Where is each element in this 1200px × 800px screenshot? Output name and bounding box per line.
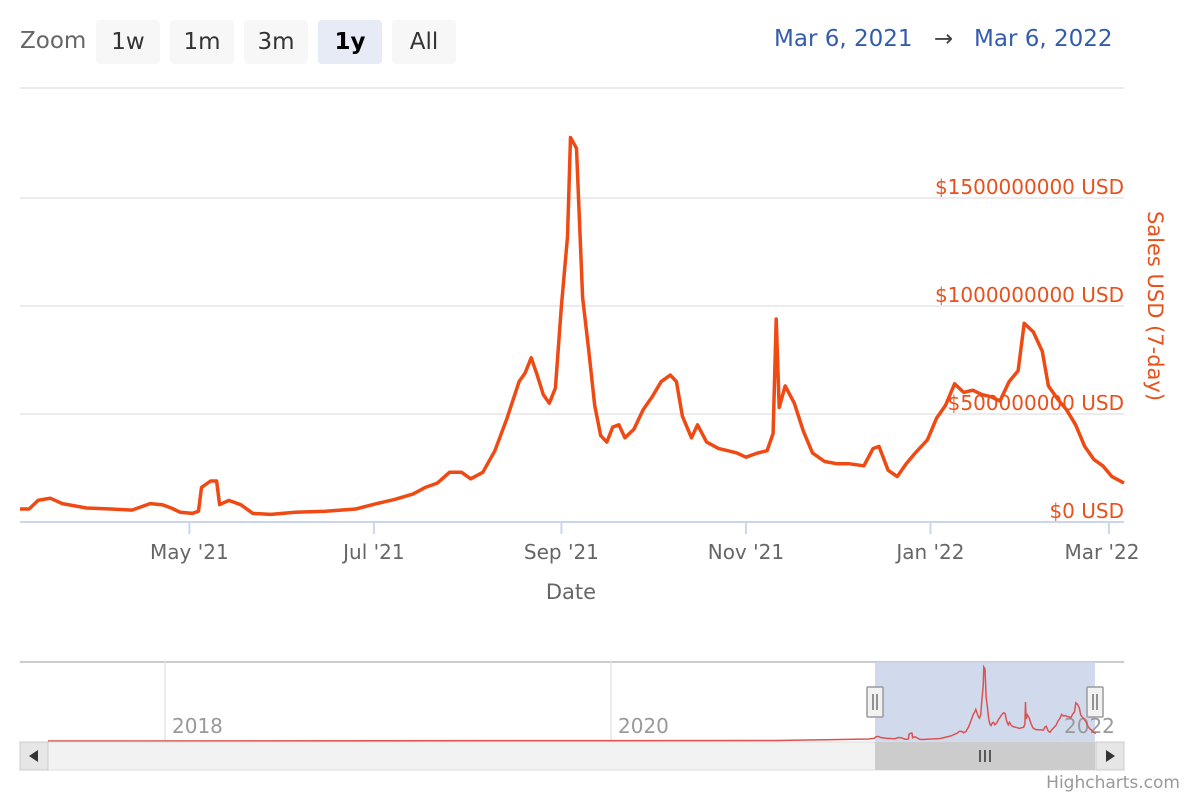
y-tick-label: $1000000000 USD [935,283,1124,307]
zoom-1w-button[interactable]: 1w [96,20,160,64]
y-tick-label: $1500000000 USD [935,175,1124,199]
x-ticks: May '21 Jul '21 Sep '21 Nov '21 Jan '22 Mar '… [150,522,1140,564]
y-tick-label: $0 USD [1049,499,1124,523]
y-ticks: $0 USD $500000000 USD $1000000000 USD $1500… [935,175,1124,523]
y-tick-label: $500000000 USD [948,391,1124,415]
x-tick-label: Sep '21 [524,540,599,564]
navigator[interactable]: 2018 2020 2022 [20,661,1124,742]
scrollbar[interactable] [19,741,1125,771]
scroll-right-arrow-icon [1106,750,1115,762]
x-tick-label: Mar '22 [1064,540,1139,564]
credits-link[interactable]: Highcharts.com [1046,773,1180,793]
navigator-tick-2018: 2018 [172,714,223,738]
x-axis-title: Date [546,580,596,604]
zoom-1y-button[interactable]: 1y [318,20,382,64]
series-line [20,135,1125,517]
y-axis-title: Sales USD (7-day) [1143,211,1167,401]
navigator-tick-2020: 2020 [618,714,669,738]
zoom-3m-button[interactable]: 3m [244,20,308,64]
range-from-input[interactable]: Mar 6, 2021 [774,26,913,52]
zoom-all-button[interactable]: All [392,20,456,64]
x-tick-label: May '21 [150,540,229,564]
x-tick-label: Nov '21 [708,540,784,564]
range-to-input[interactable]: Mar 6, 2022 [974,26,1113,52]
navigator-right-handle[interactable] [1086,686,1104,718]
navigator-tick-2022: 2022 [1064,714,1115,738]
x-tick-label: Jul '21 [341,540,404,564]
navigator-left-handle[interactable] [866,686,884,718]
scroll-left-arrow-icon [29,750,38,762]
zoom-label: Zoom [20,28,87,54]
zoom-1m-button[interactable]: 1m [170,20,234,64]
navigator-series-line [47,664,1097,742]
range-arrow: → [934,26,954,52]
x-tick-label: Jan '22 [894,540,964,564]
